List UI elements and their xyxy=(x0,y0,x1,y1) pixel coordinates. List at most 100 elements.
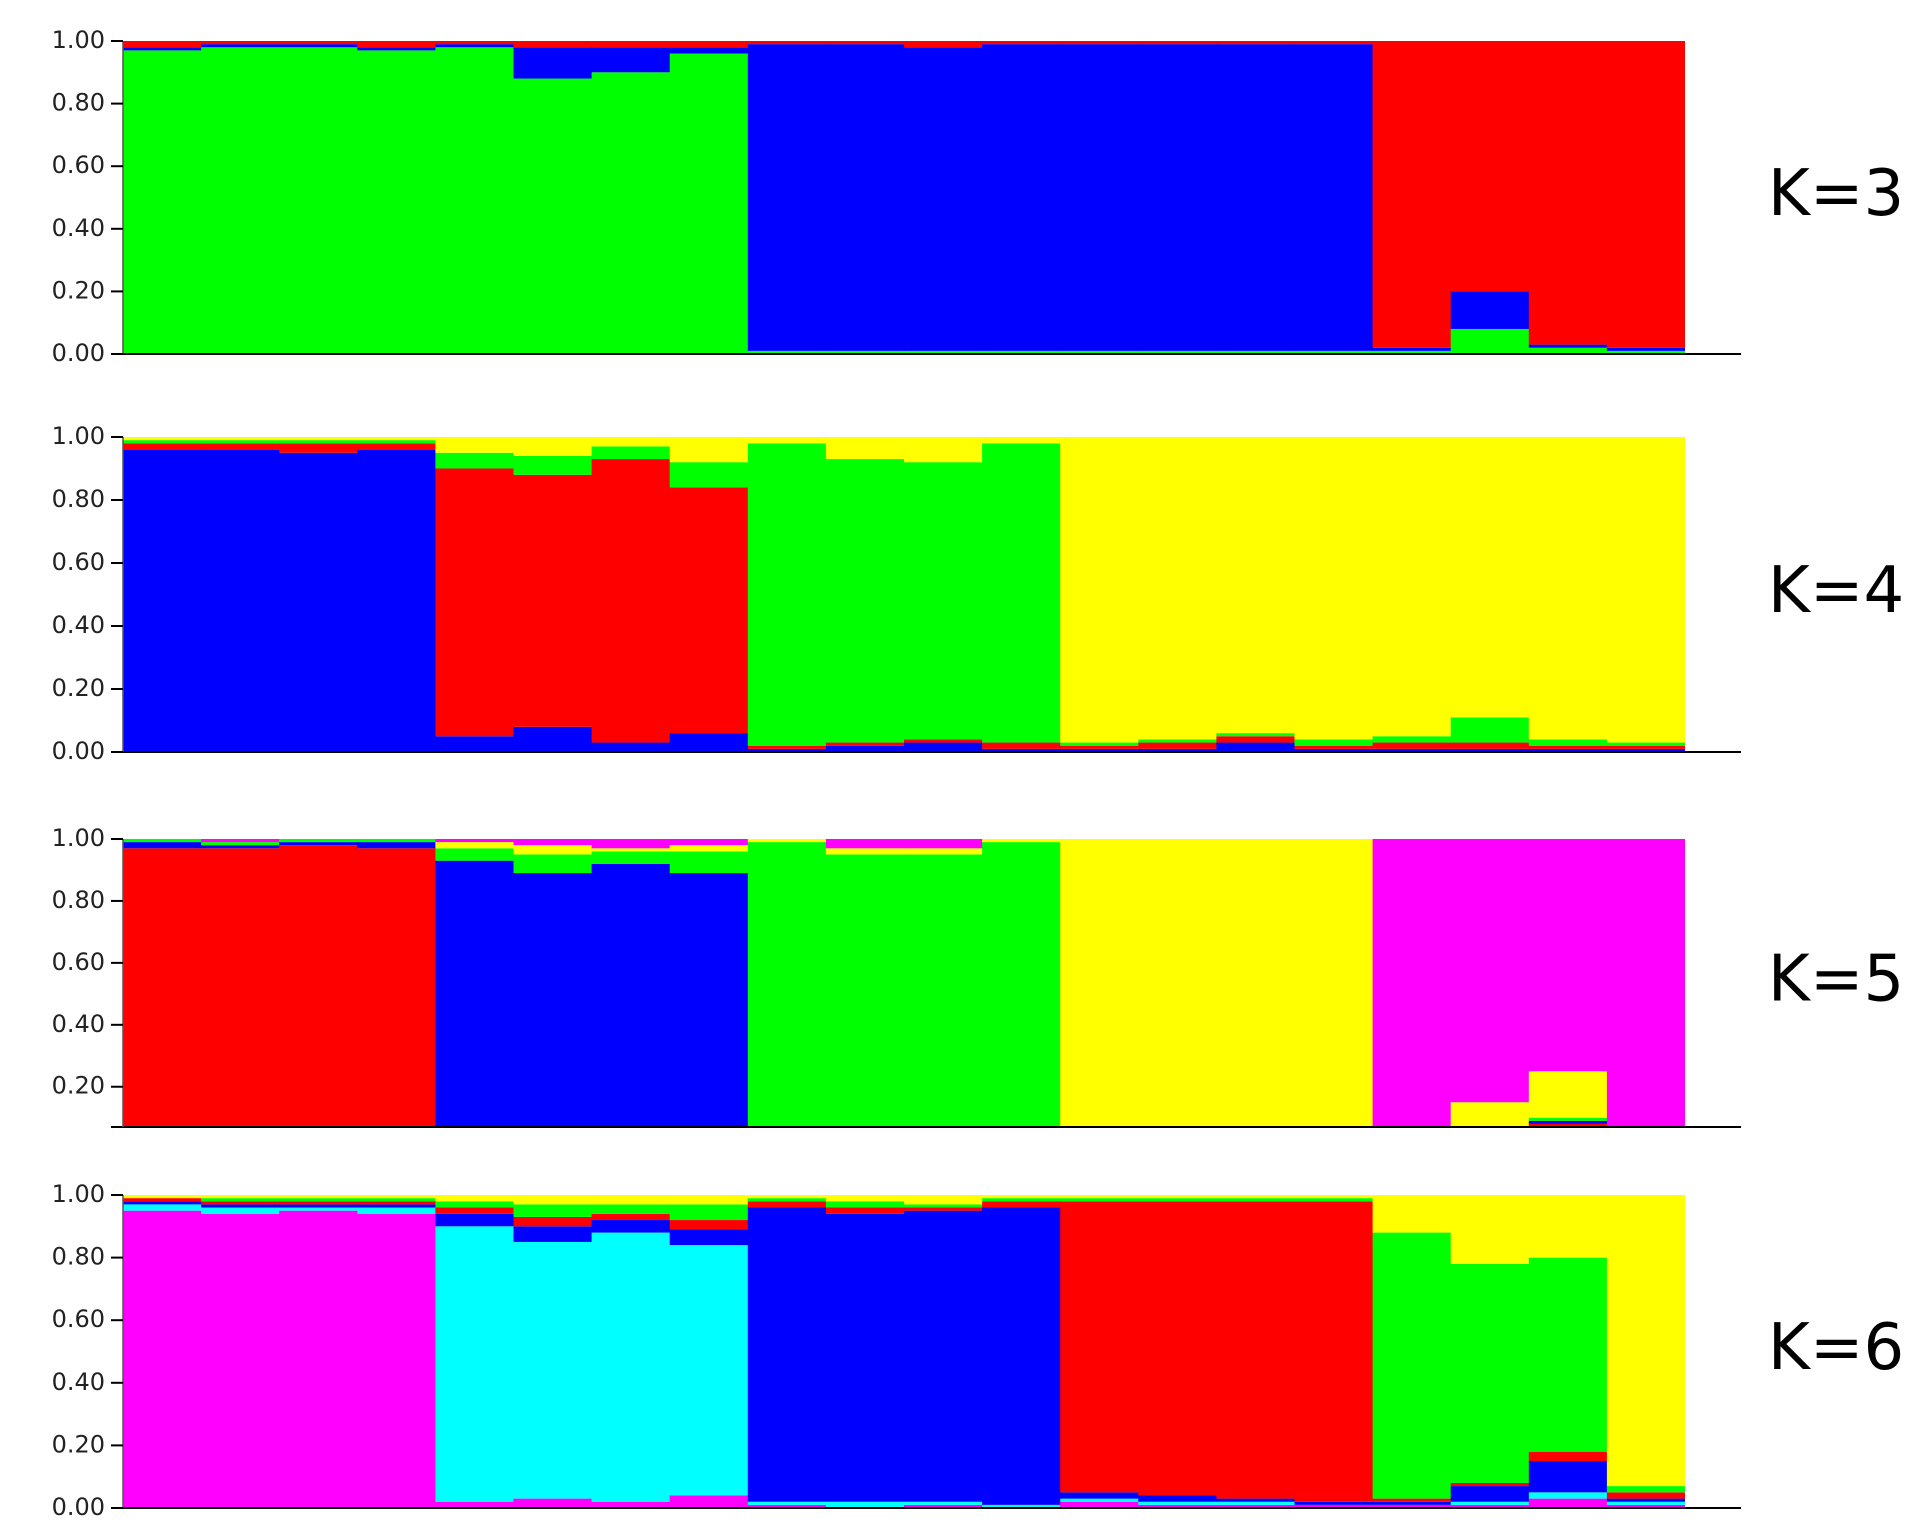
y-tick-label: 1.00 xyxy=(52,824,105,852)
bar-segment xyxy=(669,462,749,488)
bar-segment xyxy=(1060,1201,1139,1493)
bar-segment xyxy=(1450,742,1530,749)
bar-segment xyxy=(1372,1498,1452,1502)
bar-segment xyxy=(1373,1136,1452,1139)
bar-segment xyxy=(1450,41,1530,292)
y-tick-label: 0.80 xyxy=(52,89,105,117)
bar-segment xyxy=(591,446,671,460)
bar-segment xyxy=(982,1198,1061,1202)
bar-segment xyxy=(513,1204,593,1217)
bar-segment xyxy=(435,848,514,861)
bar-segment xyxy=(1607,1146,1686,1149)
bar-segment xyxy=(279,1210,358,1508)
bar-segment xyxy=(904,47,983,351)
bar-segment xyxy=(1294,41,1374,45)
bar-segment xyxy=(357,1201,436,1205)
bar-segment xyxy=(201,848,280,1127)
bar-segment xyxy=(279,452,358,752)
bar-segment xyxy=(1606,1486,1685,1493)
bar-segment xyxy=(982,1207,1061,1505)
bar-segment xyxy=(1450,1195,1530,1264)
bar-segment xyxy=(201,41,280,45)
y-tick-label: 1.00 xyxy=(52,26,105,54)
bar-segment xyxy=(591,1232,671,1502)
plot-area xyxy=(123,1195,1685,1508)
bar-segment xyxy=(904,1501,983,1505)
bar-segment xyxy=(982,350,1061,354)
bar-segment xyxy=(1216,1201,1295,1499)
bar-segment xyxy=(1450,328,1530,354)
bar-segment xyxy=(1372,1195,1452,1233)
bar-segment xyxy=(669,1204,749,1221)
bar-segment xyxy=(1294,739,1374,746)
bar-segment xyxy=(513,1226,593,1242)
bar-segment xyxy=(825,839,905,849)
bar-segment xyxy=(1060,1136,1139,1142)
bar-segment xyxy=(201,440,280,444)
bar-segment xyxy=(1216,437,1295,734)
bar-segment xyxy=(357,1207,436,1214)
bar-segment xyxy=(669,1245,749,1496)
bar-segment xyxy=(514,1136,593,1148)
bar-segment xyxy=(279,437,358,441)
bar-segment xyxy=(982,1146,1061,1149)
bar-segment xyxy=(747,839,827,843)
plot-area xyxy=(123,41,1685,354)
bar-segment xyxy=(1060,1198,1139,1202)
bar-segment xyxy=(747,350,827,354)
plot-area xyxy=(123,839,1686,1149)
bar-segment xyxy=(1216,736,1295,743)
bar-segment xyxy=(279,1207,358,1211)
bar-segment xyxy=(1450,437,1530,718)
bar-segment xyxy=(123,839,202,843)
bar-segment xyxy=(1216,1498,1295,1502)
bar-segment xyxy=(201,1201,280,1205)
bar-segment xyxy=(279,839,358,843)
bar-segment xyxy=(669,845,749,852)
bar-segment xyxy=(357,440,436,444)
panel-title: K=3 xyxy=(1768,157,1904,231)
bar-segment xyxy=(1450,748,1530,752)
bar-segment xyxy=(1606,437,1685,743)
bar-segment xyxy=(1216,1198,1295,1202)
bar-segment xyxy=(904,437,983,463)
bar-segment xyxy=(1138,44,1217,351)
bar-segment xyxy=(825,1213,905,1502)
bar-segment xyxy=(1372,1501,1452,1505)
bar-segment xyxy=(1216,839,1295,1127)
bar-segment xyxy=(435,437,514,453)
bar-segment xyxy=(1528,1120,1608,1124)
bar-segment xyxy=(904,462,983,740)
bar-segment xyxy=(904,848,983,855)
bar-segment xyxy=(592,1142,671,1148)
bar-segment xyxy=(1372,1504,1452,1508)
bar-segment xyxy=(825,1207,905,1214)
bar-segment xyxy=(982,41,1061,45)
bar-segment xyxy=(825,44,905,351)
bar-segment xyxy=(1295,1146,1374,1149)
bar-segment xyxy=(825,350,905,354)
bar-segment xyxy=(1607,1142,1686,1145)
bar-segment xyxy=(123,1195,202,1199)
y-tick-label: 0.40 xyxy=(52,214,105,242)
bar-segment xyxy=(591,437,671,447)
bar-segment xyxy=(1294,350,1374,354)
bar-segment xyxy=(1606,1492,1685,1499)
bar-segment xyxy=(904,1204,983,1208)
bar-segment xyxy=(669,1495,749,1508)
bar-segment xyxy=(1528,839,1608,1072)
bar-segment xyxy=(825,459,905,743)
bar-segment xyxy=(1216,1195,1295,1199)
panel-title: K=5 xyxy=(1768,943,1904,1017)
bar-segment xyxy=(1138,1139,1217,1145)
bar-segment xyxy=(1138,748,1217,752)
bar-segment xyxy=(669,53,749,354)
bar-segment xyxy=(904,742,983,752)
bar-segment xyxy=(1372,1232,1452,1499)
bar-segment xyxy=(591,1501,671,1508)
bar-segment xyxy=(513,455,593,475)
bar-segment xyxy=(279,44,358,48)
bar-segment xyxy=(1606,745,1685,749)
bar-segment xyxy=(982,437,1061,444)
y-tick-label: 0.40 xyxy=(52,1010,105,1038)
